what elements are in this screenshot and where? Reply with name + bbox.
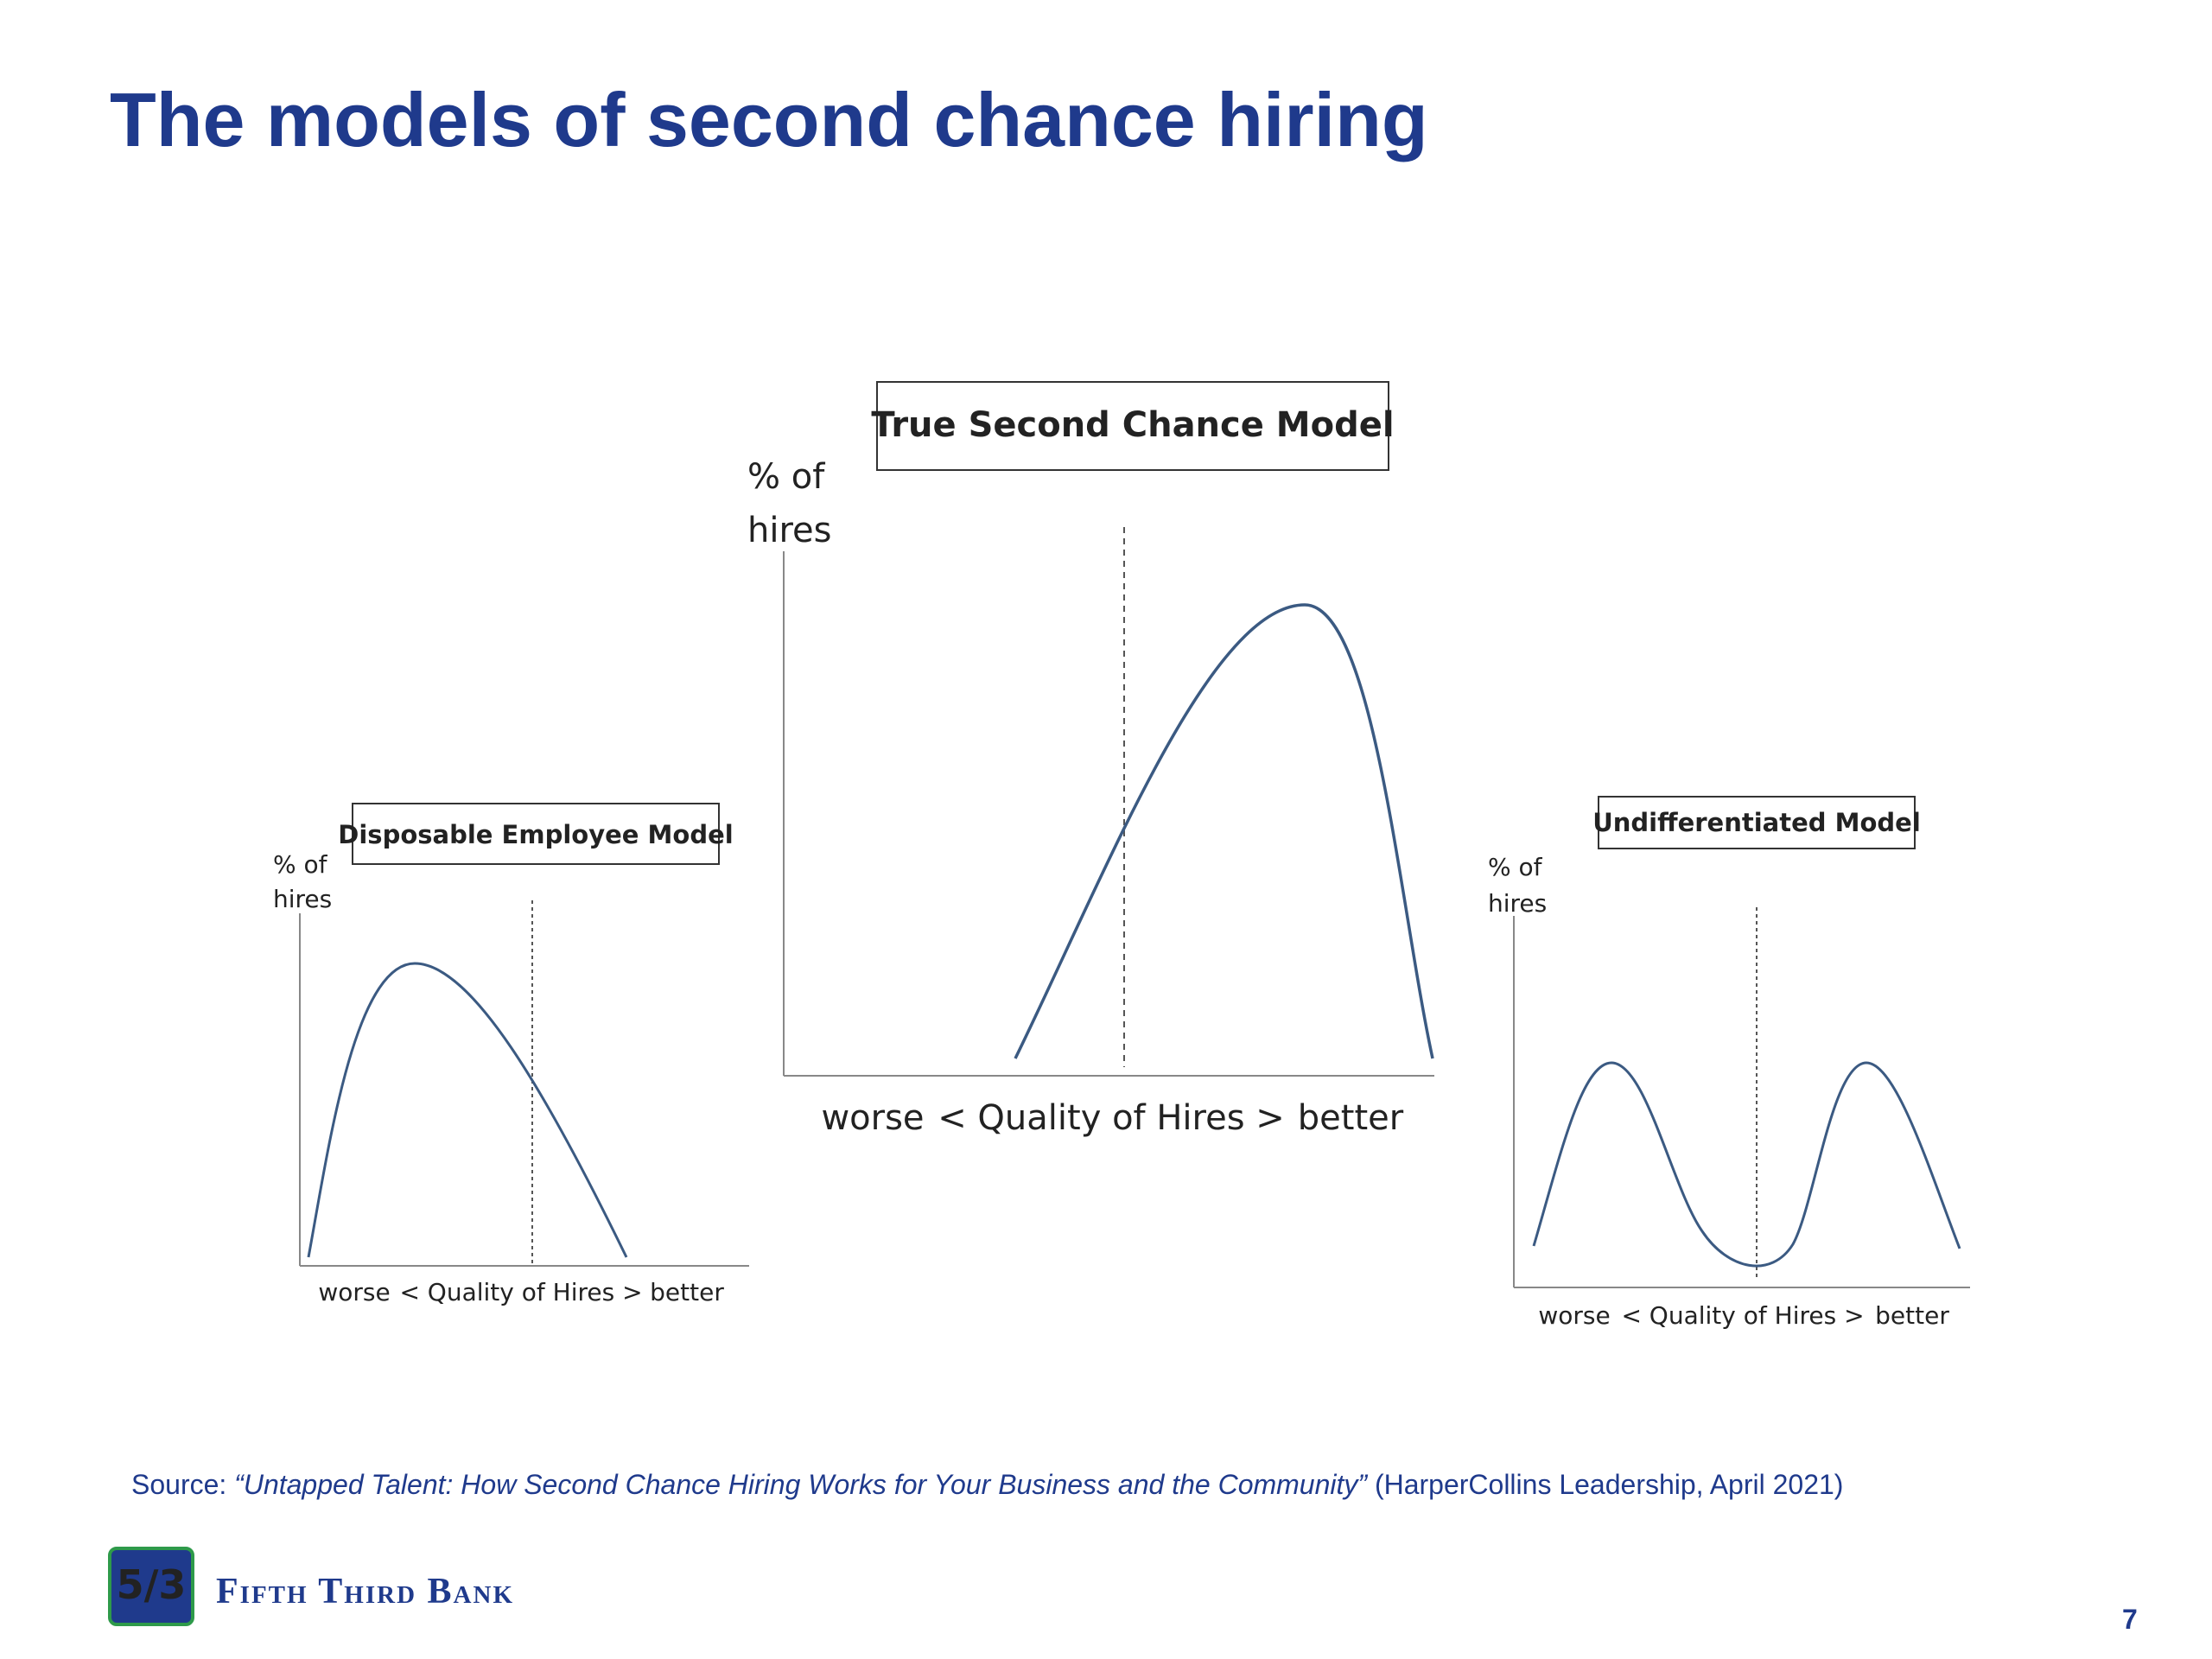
diagram-title-box: [1598, 796, 1916, 849]
diagram-disposable: Disposable Employee Model % of hires wor…: [273, 803, 749, 1306]
y-axis-label-line1: % of: [273, 850, 328, 879]
y-axis-label-line1: % of: [747, 457, 825, 497]
distribution-curve: [1014, 603, 1434, 1059]
y-axis-label-line2: hires: [747, 511, 831, 550]
page-number: 7: [2122, 1604, 2138, 1635]
source-prefix: Source:: [131, 1469, 235, 1500]
x-axis-label-quality: < Quality of Hires >: [399, 1278, 642, 1306]
slide-title: The models of second chance hiring: [110, 77, 1428, 162]
y-axis-label-line2: hires: [273, 885, 332, 913]
x-axis-label-better: better: [650, 1278, 724, 1306]
y-axis-label-line1: % of: [1488, 853, 1543, 881]
x-axis-label-worse: worse: [318, 1278, 390, 1306]
source-suffix: (HarperCollins Leadership, April 2021): [1367, 1469, 1844, 1500]
distribution-curve: [307, 962, 628, 1258]
x-axis-label-quality: < Quality of Hires >: [938, 1098, 1285, 1138]
logo-mark-text: 5/3: [117, 1561, 187, 1608]
diagram-title-box: [352, 803, 720, 865]
diagram-undifferentiated: Undifferentiated Model % of hires worse …: [1488, 796, 1970, 1330]
distribution-curve: [1532, 1061, 1961, 1268]
fifth-third-logo-icon: 5/3: [108, 1547, 194, 1626]
diagram-title: True Second Chance Model: [871, 405, 1394, 445]
diagram-true-second-chance: True Second Chance Model % of hires wors…: [747, 381, 1434, 1138]
brand-name: Fifth Third Bank: [216, 1572, 514, 1611]
x-axis-label-worse: worse: [821, 1098, 924, 1138]
x-axis-label-better: better: [1298, 1098, 1404, 1138]
diagram-title: Disposable Employee Model: [338, 820, 733, 849]
x-axis-label-quality: < Quality of Hires >: [1621, 1301, 1864, 1330]
diagram-title: Undifferentiated Model: [1592, 808, 1921, 837]
x-axis-label-better: better: [1875, 1301, 1949, 1330]
y-axis-label-line2: hires: [1488, 889, 1547, 918]
source-title: “Untapped Talent: How Second Chance Hiri…: [234, 1469, 1368, 1500]
diagram-title-box: [876, 381, 1389, 471]
source-citation: Source: “Untapped Talent: How Second Cha…: [131, 1469, 1843, 1501]
x-axis-label-worse: worse: [1538, 1301, 1610, 1330]
